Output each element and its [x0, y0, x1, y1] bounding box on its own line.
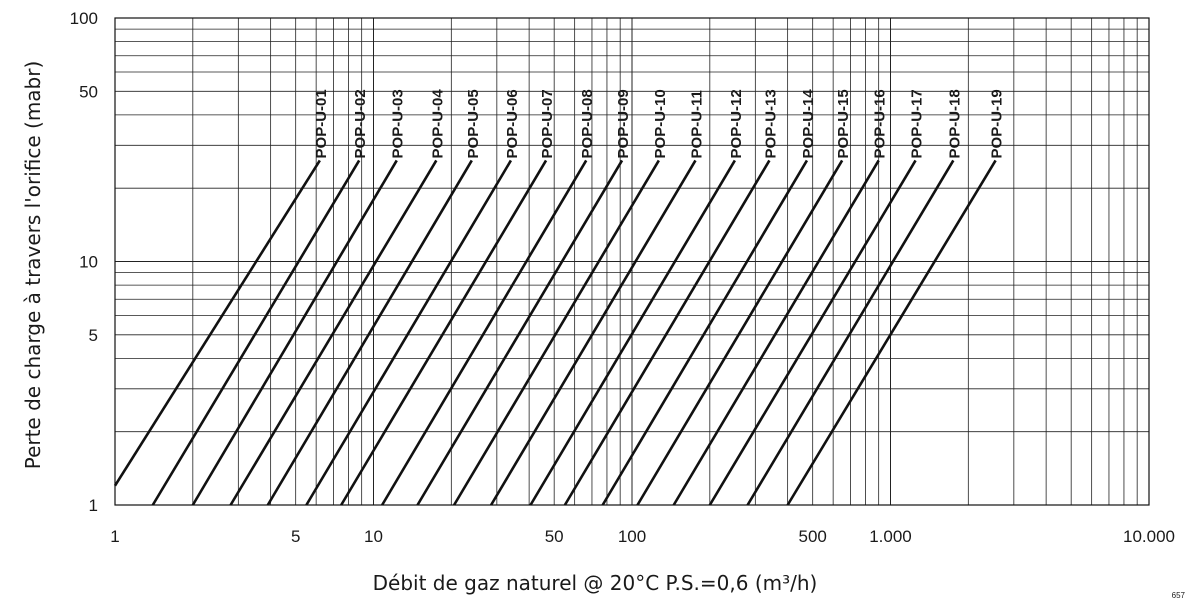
y-axis-title: Perte de charge à travers l'orifice (mab…: [21, 61, 45, 470]
footnote: 657: [1172, 591, 1186, 600]
series-label-8: POP-U-08: [579, 89, 596, 158]
series-label-18: POP-U-18: [946, 89, 963, 158]
x-tick-label: 10: [364, 527, 383, 546]
y-tick-label: 1: [89, 496, 98, 515]
series-label-3: POP-U-03: [390, 89, 407, 158]
series-label-14: POP-U-14: [800, 89, 817, 159]
series-label-5: POP-U-05: [465, 89, 482, 158]
plot-frame: [114, 17, 1150, 506]
series-label-4: POP-U-04: [429, 89, 446, 159]
series-label-1: POP-U-01: [313, 89, 330, 158]
series-label-11: POP-U-11: [688, 90, 705, 158]
x-tick-label: 1: [110, 527, 119, 546]
x-tick-label: 100: [618, 527, 646, 546]
series-line-16: [672, 159, 880, 506]
series-line-1: [113, 159, 321, 487]
y-tick-label: 50: [79, 82, 98, 101]
y-tick-label: 100: [70, 9, 98, 28]
y-tick-label: 5: [89, 326, 98, 345]
series-line-17: [708, 159, 917, 506]
series-lines: [113, 159, 997, 506]
series-line-6: [305, 159, 513, 506]
x-tick-label: 10.000: [1123, 527, 1175, 546]
series-line-8: [381, 159, 588, 506]
series-label-17: POP-U-17: [909, 89, 926, 158]
tick-labels: 1 5 10 50 100 500 1.000 10.000 1 5 10 50 100: [70, 9, 1175, 546]
series-line-10: [452, 159, 660, 506]
series-line-3: [191, 159, 398, 506]
y-tick-label: 10: [79, 253, 98, 272]
series-line-7: [340, 159, 548, 506]
series-label-12: POP-U-12: [728, 89, 745, 158]
series-line-4: [229, 159, 438, 506]
series-line-5: [266, 159, 473, 506]
series-line-14: [601, 159, 809, 506]
x-tick-label: 50: [545, 527, 564, 546]
x-tick-label: 5: [291, 527, 300, 546]
series-label-13: POP-U-13: [762, 89, 779, 158]
x-tick-label: 500: [798, 527, 826, 546]
series-label-2: POP-U-02: [352, 89, 369, 158]
x-tick-label: 1.000: [869, 527, 912, 546]
series-label-19: POP-U-19: [989, 89, 1006, 158]
series-line-11: [489, 159, 697, 506]
x-axis-title: Débit de gaz naturel @ 20°C P.S.=0,6 (m³…: [373, 571, 818, 595]
series-label-16: POP-U-16: [872, 89, 889, 158]
series-label-6: POP-U-06: [504, 89, 521, 158]
series-label-9: POP-U-09: [615, 89, 632, 158]
series-line-2: [151, 159, 361, 506]
series-label-10: POP-U-10: [652, 89, 669, 158]
series-line-18: [746, 159, 955, 506]
series-label-7: POP-U-07: [539, 89, 556, 158]
series-line-19: [786, 159, 997, 506]
series-line-13: [563, 159, 771, 506]
grid: [114, 17, 1150, 506]
series-label-15: POP-U-15: [835, 89, 852, 158]
series-line-15: [636, 159, 844, 506]
series-labels: POP-U-01 POP-U-02 POP-U-03 POP-U-04 POP-U-05…: [313, 89, 1006, 159]
series-line-12: [529, 159, 736, 506]
series-line-9: [416, 159, 624, 506]
